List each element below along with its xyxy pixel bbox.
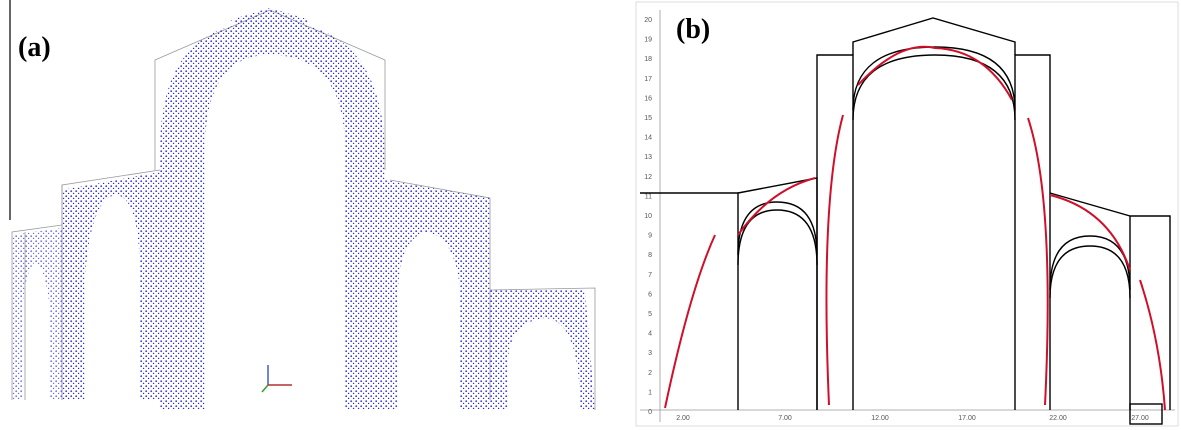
- y-tick-label: 12: [644, 174, 652, 181]
- thrust-lines: [664, 45, 1166, 411]
- x-tick-label: 17.00: [958, 415, 976, 422]
- y-tick-label: 6: [648, 291, 652, 298]
- y-tick-label: 14: [644, 135, 652, 142]
- panel-label: (b): [676, 14, 710, 45]
- y-tick-label: 8: [648, 252, 652, 259]
- y-tick-label: 17: [644, 76, 652, 83]
- y-tick-label: 13: [644, 154, 652, 161]
- tick-labels: 2.00 7.00 12.00 17.00 22.00 27.00012345678910…: [644, 17, 1149, 422]
- y-tick-label: 19: [644, 37, 652, 44]
- point-cloud: [12, 8, 595, 410]
- y-tick-label: 1: [648, 389, 652, 396]
- y-tick-label: 0: [648, 409, 652, 416]
- y-tick-label: 10: [644, 213, 652, 220]
- y-tick-label: 16: [644, 95, 652, 102]
- panel-label: (a): [18, 32, 51, 63]
- y-tick-label: 20: [644, 17, 652, 24]
- y-tick-label: 4: [648, 331, 652, 338]
- x-tick-label: 2.00: [676, 415, 690, 422]
- x-tick-label: 22.00: [1049, 415, 1067, 422]
- x-tick-label: 12.00: [871, 415, 889, 422]
- axis-triad: [261, 365, 292, 393]
- y-tick-label: 3: [648, 350, 652, 357]
- y-tick-label: 5: [648, 311, 652, 318]
- panel-a: (a): [9, 0, 596, 410]
- y-tick-label: 7: [648, 272, 652, 279]
- panel-b: (b) 2.00 7.00 12.00 17.00 22.00 27.0001234567…: [635, 1, 1179, 427]
- x-tick-label: 27.00: [1131, 415, 1149, 422]
- y-tick-label: 15: [644, 115, 652, 122]
- y-tick-label: 2: [648, 370, 652, 377]
- x-tick-label: 7.00: [778, 415, 792, 422]
- y-tick-label: 9: [648, 233, 652, 240]
- y-tick-label: 11: [645, 193, 652, 200]
- outline: [640, 17, 1171, 425]
- y-tick-label: 18: [644, 56, 652, 63]
